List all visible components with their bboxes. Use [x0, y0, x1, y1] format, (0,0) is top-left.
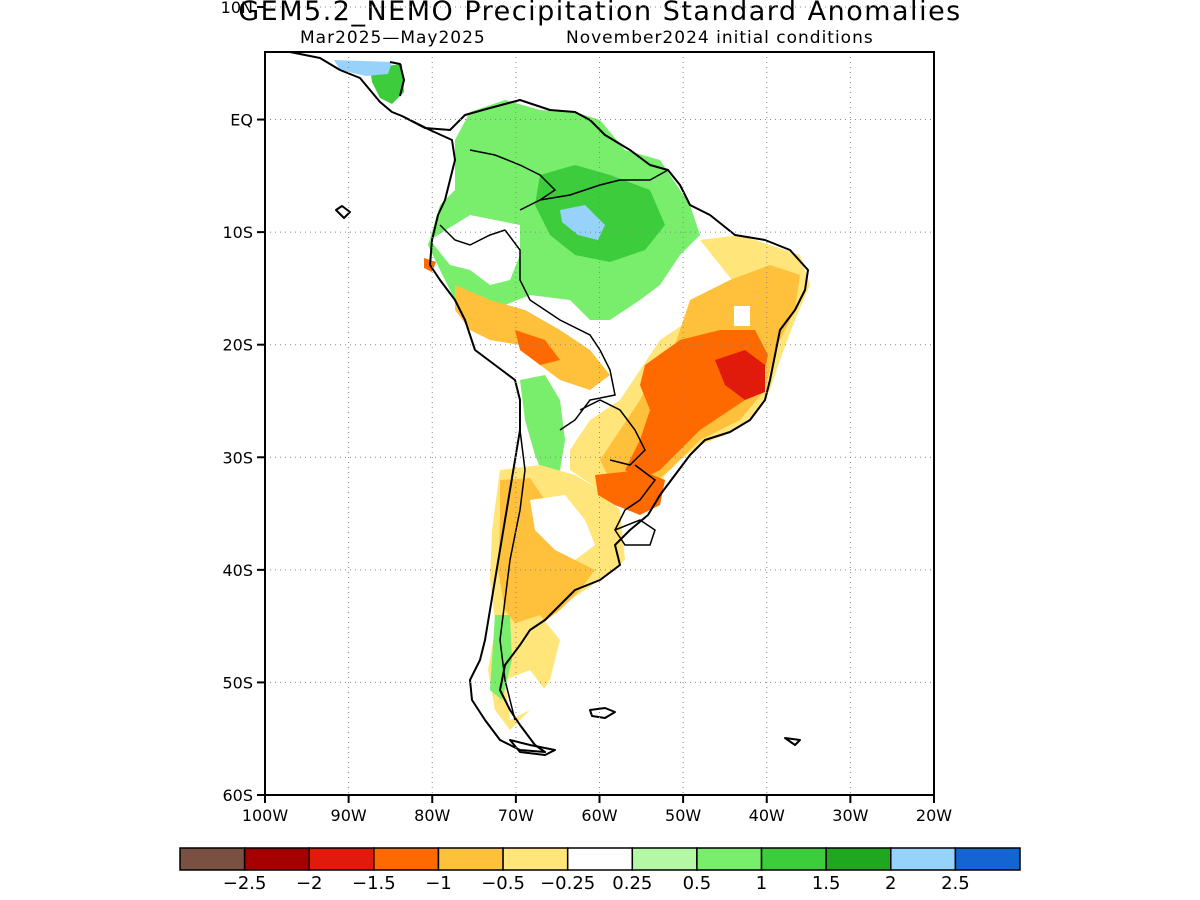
lon-tick-label: 80W — [414, 806, 450, 825]
border-argentina-brazil — [614, 464, 657, 531]
colorbar-label: −1.5 — [352, 873, 396, 894]
colorbar-label: 1 — [756, 873, 767, 894]
border-uruguay — [613, 519, 656, 546]
lat-tick-label: 60S — [222, 786, 253, 805]
island-falklands — [589, 707, 616, 719]
region-uruguay-near-normal — [530, 495, 595, 560]
lat-tick-label: 40S — [222, 561, 253, 580]
lon-tick-label: 90W — [331, 806, 367, 825]
colorbar-swatch — [566, 847, 634, 871]
lon-tick-label: 50W — [665, 806, 701, 825]
coastline-yucatan — [389, 61, 405, 97]
border-bolivia-brazil — [559, 349, 616, 431]
region-argentina-dry — [498, 478, 595, 630]
colorbar-swatch — [502, 847, 569, 871]
coastline — [289, 52, 809, 756]
latitude-axis: 10N EQ 10S 20S 30S 40S 50S 60S — [221, 0, 265, 805]
colorbar-label: 0.25 — [612, 873, 652, 894]
colorbar-swatch — [760, 847, 827, 871]
forecast-period: Mar2025—May2025 — [300, 28, 486, 48]
coastline-central-america — [289, 52, 403, 117]
border-brazil-north — [539, 169, 669, 201]
colorbar-label: −2.5 — [223, 873, 267, 894]
initial-conditions: November2024 initial conditions — [566, 28, 874, 48]
colorbar-label: 0.5 — [683, 873, 712, 894]
national-borders — [439, 149, 669, 721]
region-central-america-very-wet — [334, 60, 392, 76]
longitude-axis: 100W 90W 80W 70W 60W 50W 40W 30W 20W — [242, 795, 952, 825]
border-peru-brazil — [504, 229, 601, 351]
lat-tick-label: EQ — [230, 111, 253, 130]
colorbar-swatch — [890, 847, 957, 871]
lat-tick-label: 50S — [222, 673, 253, 692]
region-southern-brazil-dry — [595, 470, 665, 515]
region-peru-strong-dry — [515, 330, 560, 365]
colorbar-label: −2 — [296, 873, 323, 894]
border-chile-argentina — [499, 429, 526, 721]
colorbar-label: −0.5 — [481, 873, 525, 894]
region-andes-wet — [520, 375, 565, 480]
region-southern-chile-wet — [490, 615, 512, 700]
lon-tick-label: 60W — [581, 806, 617, 825]
colorbar-swatch — [179, 847, 246, 871]
region-amazon-strong-wet — [535, 165, 665, 262]
border-paraguay — [579, 399, 646, 466]
lon-tick-label: 70W — [498, 806, 534, 825]
colorbar-swatch — [631, 847, 698, 871]
colorbar-swatch — [373, 847, 440, 871]
border-ecuador-peru — [439, 224, 506, 246]
colorbar-label: 2 — [885, 873, 896, 894]
island-south-georgia — [784, 737, 801, 746]
colorbar-label: −0.25 — [540, 873, 595, 894]
colorbar-swatch — [696, 847, 763, 871]
colorbar-swatch — [954, 847, 1021, 871]
lat-tick-label: 10S — [222, 223, 253, 242]
colorbar-label: 1.5 — [812, 873, 841, 894]
colorbar-label: 2.5 — [941, 873, 970, 894]
anomaly-field — [334, 60, 810, 730]
colorbar: −2.5 −2 −1.5 −1 −0.5 −0.25 0.25 0.5 1 1.5 2 2.5 — [179, 847, 1021, 894]
lon-tick-label: 100W — [242, 806, 289, 825]
colorbar-swatch — [825, 847, 892, 871]
lat-tick-label: 30S — [222, 448, 253, 467]
colorbar-swatch — [243, 847, 310, 871]
lon-tick-label: 40W — [749, 806, 785, 825]
colorbar-swatch — [308, 847, 375, 871]
island-galapagos — [335, 205, 351, 219]
colorbar-swatch — [437, 847, 504, 871]
region-northeast-blank — [734, 306, 750, 326]
region-eastern-brazil-very-dry — [715, 350, 765, 400]
coastline-south-america — [401, 99, 809, 753]
region-amazon-very-wet — [560, 205, 605, 240]
island-tierra-del-fuego — [509, 739, 556, 756]
lon-tick-label: 30W — [832, 806, 868, 825]
map-title: GEM5.2_NEMO Precipitation Standard Anoma… — [238, 0, 962, 27]
lat-tick-label: 20S — [222, 336, 253, 355]
lon-tick-label: 20W — [916, 806, 952, 825]
colorbar-label: −1 — [425, 873, 452, 894]
lat-tick-label: 10N — [221, 0, 253, 17]
